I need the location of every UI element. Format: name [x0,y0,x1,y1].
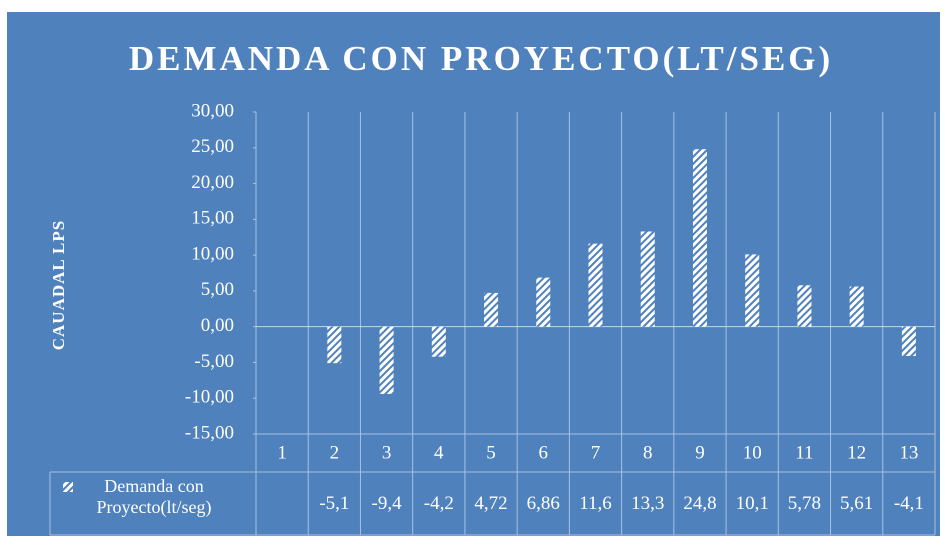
y-axis-label: CAUADAL LPS [49,220,68,351]
x-tick-label: 13 [899,442,918,463]
y-tick-label: 30,00 [191,100,234,121]
y-tick-label: 5,00 [201,279,234,300]
x-tick-label: 12 [847,442,866,463]
data-table-value: 5,78 [788,493,821,514]
bar [536,277,551,327]
data-table-value: 6,86 [527,493,560,514]
bar [849,286,864,327]
data-table-value: 10,1 [736,493,769,514]
bar [379,326,394,394]
x-tick-label: 4 [434,442,444,463]
legend-label: Demanda con Proyecto(lt/seg) [96,476,212,517]
y-tick-label: 20,00 [191,172,234,193]
bar [692,149,707,327]
legend-box: Demanda con Proyecto(lt/seg) [96,476,212,517]
bar [484,292,499,327]
bar [745,254,760,327]
x-tick-label: 5 [486,442,496,463]
data-table-value: 11,6 [579,493,612,514]
chart-title: DEMANDA CON PROYECTO(LT/SEG) [129,39,833,78]
data-table-value: -4,2 [424,493,454,514]
legend-key [63,482,73,492]
bar [431,326,446,357]
bar [588,243,603,327]
x-tick-label: 9 [695,442,705,463]
y-tick-label: -15,00 [185,422,234,443]
y-tick-label: 15,00 [191,208,234,229]
data-table-value: 4,72 [474,493,507,514]
x-tick-label: 3 [382,442,392,463]
x-tick-label: 8 [643,442,653,463]
x-tick-label: 6 [539,442,549,463]
data-table-value: 5,61 [840,493,873,514]
data-table-value: -5,1 [319,493,349,514]
data-table-value: -9,4 [372,493,403,514]
data-table-value: 24,8 [683,493,716,514]
y-tick-label: -5,00 [194,351,234,372]
bar [797,285,812,327]
y-tick-label: 25,00 [191,136,234,157]
x-tick-label: 10 [743,442,762,463]
x-tick-label: 11 [795,442,813,463]
x-tick-label: 7 [591,442,601,463]
chart-background [7,12,940,536]
y-tick-label: -10,00 [185,387,234,408]
x-tick-label: 2 [330,442,340,463]
y-tick-label: 0,00 [201,315,234,336]
y-tick-label: 10,00 [191,243,234,264]
data-table-value: -4,1 [894,493,924,514]
data-table-value: 13,3 [631,493,664,514]
bar [901,326,916,357]
bar [640,231,655,327]
bar [327,326,342,364]
x-tick-label: 1 [277,442,287,463]
